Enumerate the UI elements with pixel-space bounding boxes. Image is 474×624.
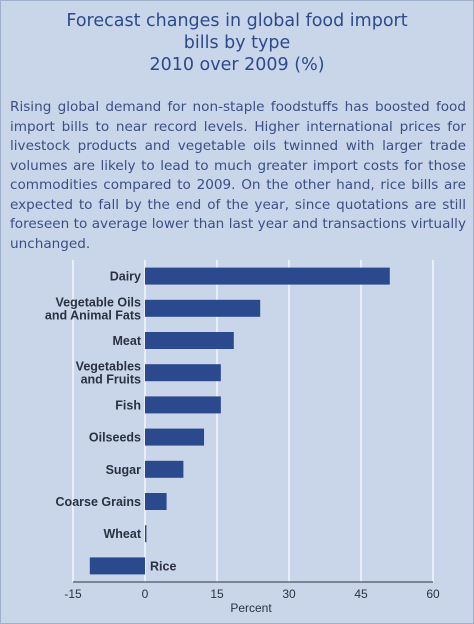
chart-title: Forecast changes in global food import b… (0, 10, 474, 76)
bar (145, 396, 221, 414)
category-label: Dairy (110, 270, 141, 284)
title-line-3: 2010 over 2009 (%) (149, 55, 325, 75)
x-tick-label: 0 (142, 587, 149, 601)
x-tick-label: -15 (64, 587, 82, 601)
x-axis-label: Percent (230, 601, 272, 615)
bars (89, 267, 390, 575)
category-label: Coarse Grains (56, 495, 142, 509)
category-label: Rice (150, 559, 176, 573)
bar (89, 557, 145, 575)
category-labels: Dairy Vegetable Oils and Animal Fats Meat Ve… (45, 270, 177, 574)
title-line-1: Forecast changes in global food import (66, 11, 408, 31)
title-line-2: bills by type (183, 33, 291, 53)
x-tick-label: 60 (426, 587, 440, 601)
x-tick-labels: -15 0 15 30 45 60 (64, 587, 440, 601)
category-label: Meat (113, 334, 142, 348)
category-label: Sugar (106, 463, 142, 477)
category-label: Wheat (104, 527, 142, 541)
bar (145, 460, 184, 478)
chart-description: Rising global demand for non-staple food… (10, 99, 466, 252)
bar (145, 267, 390, 285)
category-label: Vegetable Oils and Animal Fats (45, 295, 141, 322)
bar (145, 428, 205, 446)
bar (145, 493, 167, 510)
category-label: Oilseeds (89, 431, 141, 445)
x-tick-label: 15 (210, 587, 224, 601)
bar (145, 299, 261, 317)
category-label: Vegetables and Fruits (76, 360, 141, 387)
category-label: Fish (115, 398, 141, 412)
bar (145, 332, 234, 349)
bar (145, 364, 221, 382)
x-tick-label: 45 (354, 587, 368, 601)
x-tick-label: 30 (282, 587, 296, 601)
bar (145, 525, 147, 543)
